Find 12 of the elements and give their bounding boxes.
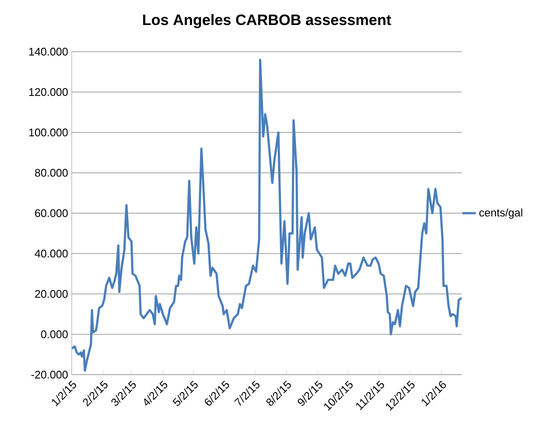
y-tick-label: 120.000 xyxy=(29,88,68,96)
y-tick-label: 80.000 xyxy=(35,168,68,177)
line-series xyxy=(72,58,462,372)
y-tick-label: 100.000 xyxy=(29,128,68,136)
y-tick-label: -20.000 xyxy=(31,370,68,379)
legend-label: cents/gal xyxy=(479,208,522,219)
chart-title: Los Angeles CARBOB assessment xyxy=(143,14,392,28)
y-tick-label: 20.000 xyxy=(35,290,68,298)
y-tick-label: 40.000 xyxy=(34,250,68,258)
y-tick-label: 60.000 xyxy=(35,209,68,218)
y-tick-label: 140.000 xyxy=(29,48,68,56)
y-tick-label: 0.000 xyxy=(41,330,68,338)
